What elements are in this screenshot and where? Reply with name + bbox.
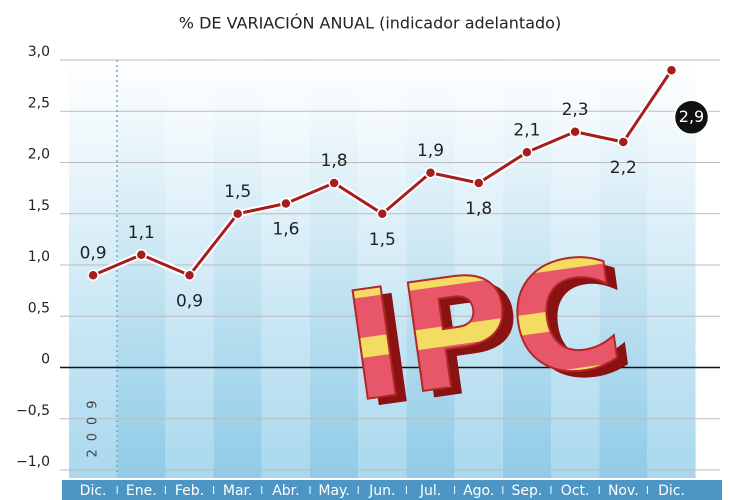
x-tick-label: Dic. [658,483,685,499]
value-label: 1,9 [417,141,444,161]
marker [135,249,148,261]
y-tick-label: 0,5 [28,300,50,316]
value-label: 1,1 [128,223,155,243]
x-tick-label: May. [318,483,349,499]
value-label: 1,8 [465,199,492,219]
marker [665,64,678,76]
marker [376,208,389,220]
column [310,60,359,478]
value-label: 1,8 [321,151,348,171]
y-tick-label: 3,0 [28,44,50,60]
x-tick-label: Sep. [511,483,542,499]
x-tick-label: Ene. [126,483,157,499]
y-tick-label: −0,5 [16,403,50,419]
value-label: 1,5 [224,182,251,202]
y-tick-label: 1,5 [28,198,50,214]
x-tick-label: Abr. [272,483,299,499]
marker [424,167,437,179]
x-tick-label: Dic. [80,483,107,499]
marker [328,177,340,189]
value-label: 0,9 [176,291,203,311]
value-label: 2,1 [513,120,540,140]
last-label-bg [673,99,710,135]
ipc-text: IPC [335,225,632,436]
column [213,60,262,478]
marker [231,208,244,220]
grid: 3,0 2,5 2,0 1,5 1,0 0,5 0 −0,5 −1,0 [16,44,720,471]
y-tick-label: 0 [41,352,50,368]
column [454,60,503,478]
x-tick-label: Oct. [561,483,590,499]
x-tick-label: Mar. [223,483,253,499]
marker [183,269,196,281]
chart-title: % DE VARIACIÓN ANUAL (indicador adelanta… [179,14,561,33]
column [406,60,455,478]
x-tick-label: Jul. [419,483,441,499]
plot: Dic. Ene. Feb. Mar. Abr. May. Jun. Jul. Ago. Sep.… [80,64,710,499]
value-label: 2,3 [562,100,589,120]
y-tick-label: 2,0 [28,147,50,163]
category-bar [62,480,722,500]
marker [87,269,99,281]
value-label: 2,9 [679,107,704,126]
year-label: 2009 [86,392,101,457]
value-label: 1,5 [369,230,396,250]
x-tick-label: Jun. [368,483,395,499]
x-tick-label: Feb. [175,483,204,499]
y-tick-label: 2,5 [28,95,50,111]
value-label: 2,2 [610,158,637,178]
column [261,60,310,478]
value-label: 0,9 [80,243,107,263]
column [358,60,407,478]
marker [280,197,292,210]
background [62,60,722,500]
value-label: 1,6 [272,220,299,240]
column [117,60,166,478]
column [599,60,648,478]
x-tick-label: Ago. [463,483,494,499]
marker [617,136,630,148]
marker [569,126,581,138]
y-tick-label: 1,0 [28,249,50,265]
ipc-logo: IPC IPC [334,224,643,443]
y-tick-label: −1,0 [16,454,50,470]
column [502,60,551,478]
marker [521,146,533,158]
x-tick-label: Nov. [608,483,639,499]
ipc-shadow: IPC [346,232,643,443]
marker [472,177,485,189]
